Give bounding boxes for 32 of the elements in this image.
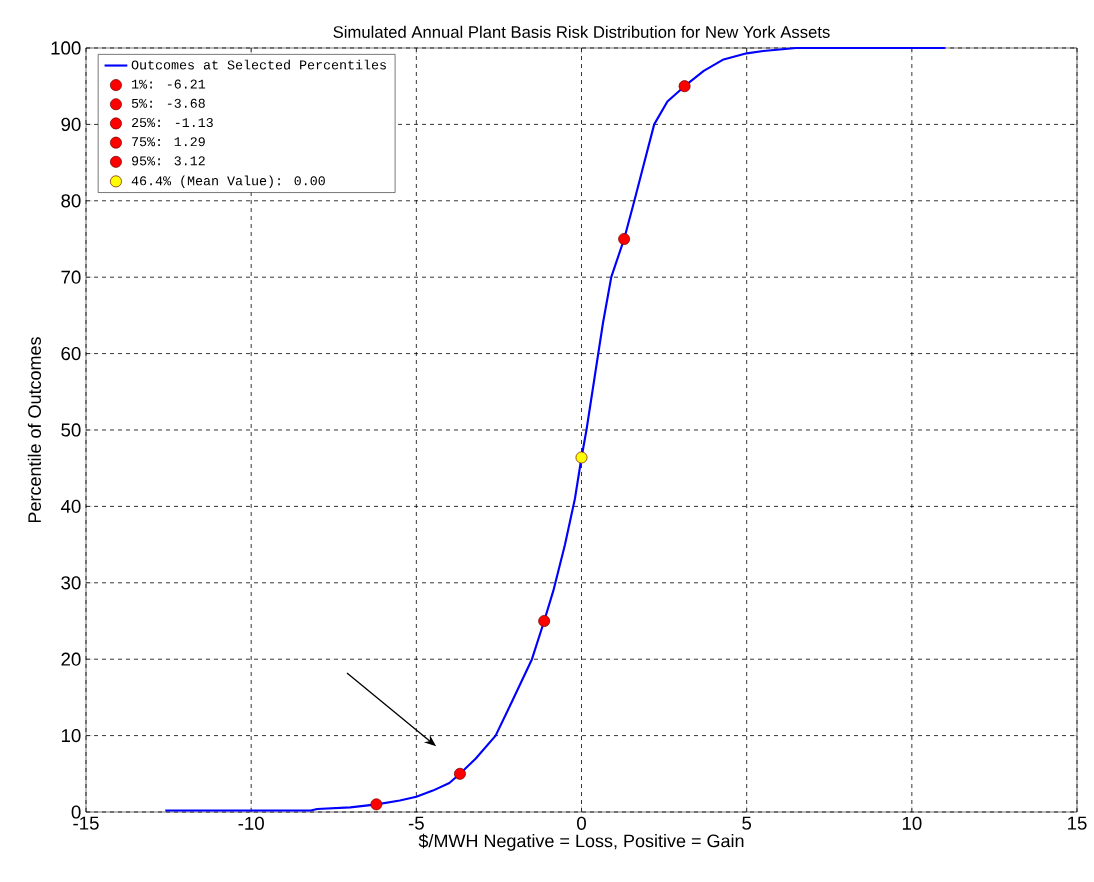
legend-label: Outcomes at Selected Percentiles: [131, 59, 386, 70]
legend-label: 46.4% (Mean Value): 0.00: [131, 175, 325, 188]
y-tick-label: 60: [61, 346, 81, 361]
y-axis-title: Percentile of Outcomes: [27, 337, 41, 523]
y-tick-label: 30: [61, 576, 81, 590]
x-axis-title: $/MWH Negative = Loss, Positive = Gain: [418, 833, 744, 851]
x-tick-label: 5: [742, 816, 752, 830]
y-tick-label: 100: [51, 41, 81, 55]
x-tick-label: 15: [1068, 816, 1087, 830]
legend-label: 95%: 3.12: [131, 156, 205, 166]
y-tick-label: 50: [61, 423, 81, 437]
point: [575, 451, 588, 464]
y-tick-label: 10: [61, 728, 81, 743]
point: [618, 233, 631, 245]
y-tick-label: 40: [60, 499, 81, 514]
point: [370, 798, 383, 811]
x-tick-label: -10: [238, 816, 264, 830]
legend-label: 25%: -1.13: [131, 117, 213, 128]
x-tick-label: 0: [577, 816, 586, 830]
y-tick-label: 70: [61, 270, 81, 284]
x-tick-label: 10: [902, 816, 922, 830]
legend-label: 1%: -6.21: [132, 79, 206, 89]
point: [454, 767, 466, 780]
chart-title: Simulated Annual Plant Basis Risk Distribution for New York Assets: [333, 25, 830, 38]
y-tick-label: 20: [61, 652, 81, 666]
point: [678, 80, 691, 93]
legend-label: 5%: -3.68: [131, 98, 205, 108]
y-tick-label: 80: [61, 194, 81, 208]
y-tick-label: 90: [61, 117, 81, 132]
x-tick-label: -5: [408, 816, 424, 830]
legend-label: 75%: 1.29: [132, 137, 205, 147]
point: [538, 615, 551, 627]
